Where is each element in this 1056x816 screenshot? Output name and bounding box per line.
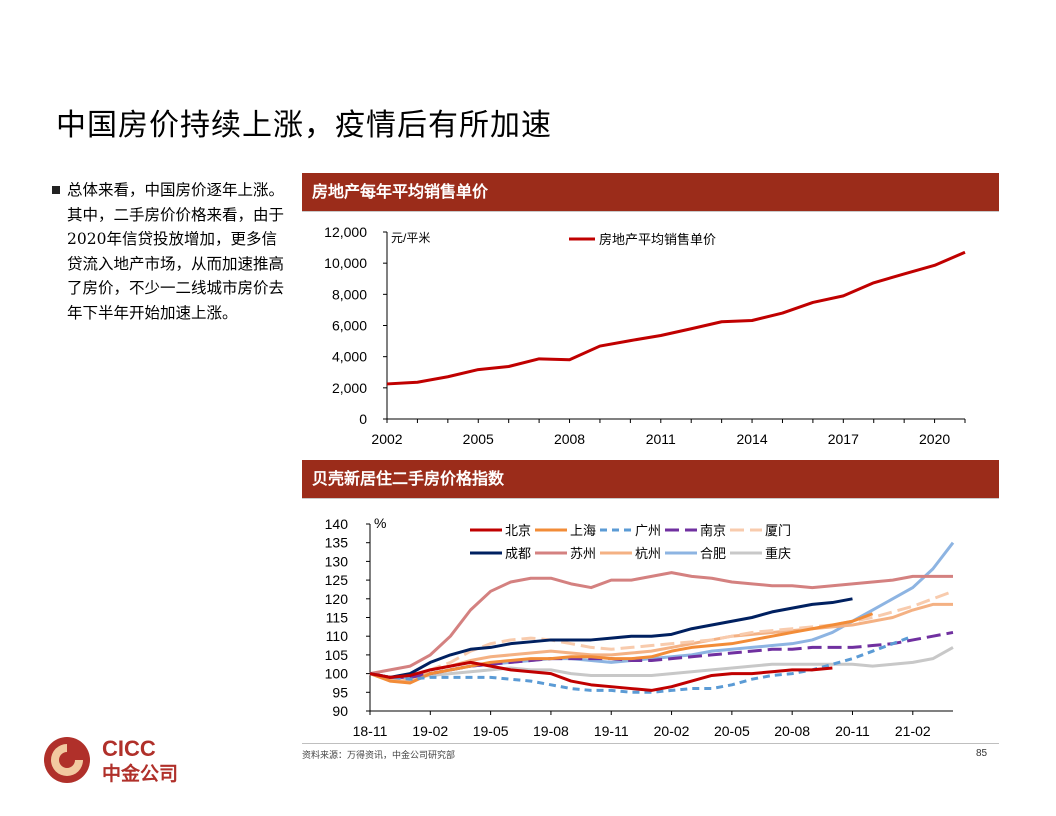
chart1-header: 房地产每年平均销售单价: [302, 173, 999, 211]
x-tick-label: 2017: [828, 431, 859, 447]
y-tick-label: 2,000: [332, 380, 367, 396]
y-tick-label: 4,000: [332, 349, 367, 365]
x-tick-label: 2008: [554, 431, 585, 447]
x-tick-label: 20-11: [835, 723, 870, 739]
y-tick-label: 90: [332, 703, 348, 719]
y-tick-label: 110: [326, 628, 349, 644]
x-tick-label: 2002: [371, 431, 402, 447]
x-tick-label: 2014: [736, 431, 767, 447]
series-line-广州: [369, 634, 914, 694]
y-tick-label: 125: [325, 572, 349, 588]
x-tick-label: 20-02: [654, 723, 690, 739]
y-tick-label: 12,000: [324, 224, 367, 240]
logo-text: CICC: [102, 736, 156, 761]
x-tick-label: 19-05: [473, 723, 509, 739]
x-tick-label: 19-02: [412, 723, 448, 739]
series-line-上海: [369, 612, 874, 685]
series-line-杭州: [369, 602, 953, 683]
legend-label: 广州: [635, 523, 661, 538]
x-tick-label: 21-02: [895, 723, 931, 739]
x-tick-label: 20-05: [714, 723, 750, 739]
index-chart: 90 95 100 105 110 115 120 125 130 135 140 18-11 19-0…: [325, 515, 955, 739]
x-tick-label: 18-11: [353, 723, 388, 739]
legend-label: 杭州: [635, 546, 661, 561]
y-tick-label: 100: [325, 666, 349, 682]
logo-circle-icon: [44, 737, 90, 783]
page-number: 85: [976, 748, 988, 759]
series-line-厦门: [369, 589, 954, 681]
series-line-南京: [369, 630, 954, 679]
bullet-list: 总体来看，中国房价逐年上涨。其中，二手房价价格来看，由于2020年信贷投放增加，…: [52, 178, 288, 325]
y-tick-label: 120: [325, 591, 349, 607]
series-line-成都: [369, 597, 853, 679]
footer-rule: [302, 743, 999, 744]
unit-label: 元/平米: [391, 231, 430, 245]
y-tick-label: 10,000: [324, 255, 367, 271]
legend-label: 成都: [505, 546, 531, 561]
legend-label: 上海: [570, 523, 596, 538]
y-tick-label: 130: [325, 553, 349, 569]
x-tick-label: 19-11: [594, 723, 629, 739]
legend-label: 房地产平均销售单价: [599, 232, 716, 247]
x-tick-label: 20-08: [774, 723, 810, 739]
bullet-square-icon: [52, 186, 60, 194]
x-tick-label: 2005: [463, 431, 494, 447]
cicc-logo: CICC 中金公司: [44, 736, 178, 785]
y-tick-label: 115: [326, 610, 349, 626]
series-line-重庆: [369, 646, 954, 679]
logo-swirl-icon: [51, 744, 83, 776]
y-tick-label: 135: [325, 535, 349, 551]
bullet-text: 总体来看，中国房价逐年上涨。其中，二手房价价格来看，由于2020年信贷投放增加，…: [67, 181, 285, 322]
source-note: 资料来源：万得资讯，中金公司研究部: [302, 751, 456, 761]
legend-label: 南京: [700, 523, 726, 538]
legend-label: 合肥: [700, 546, 726, 561]
legend-label: 北京: [505, 523, 531, 538]
chart1-header-rule: [302, 211, 999, 212]
y-tick-label: 105: [325, 647, 349, 663]
logo-subtext: 中金公司: [102, 762, 178, 785]
series-line-苏州: [369, 571, 953, 676]
y-tick-label: 0: [359, 411, 367, 427]
unit-label: %: [374, 515, 386, 531]
x-tick-label: 19-08: [533, 723, 569, 739]
legend-label: 厦门: [765, 523, 791, 538]
page-title: 中国房价持续上涨，疫情后有所加速: [56, 108, 552, 143]
y-tick-label: 140: [325, 516, 349, 532]
y-tick-label: 8,000: [332, 286, 367, 302]
legend-label: 重庆: [765, 546, 791, 561]
x-tick-label: 2011: [646, 431, 676, 447]
series-line-avg-price: [386, 250, 966, 386]
price-chart: 0 2,000 4,000 6,000 8,000 10,000 12,000 2002 200…: [324, 224, 966, 447]
y-tick-label: 95: [332, 684, 348, 700]
y-tick-label: 6,000: [332, 318, 367, 334]
series-line-北京: [369, 660, 833, 692]
x-tick-label: 2020: [919, 431, 950, 447]
chart2-header: 贝壳新居住二手房价格指数: [302, 460, 999, 498]
chart2-header-rule: [302, 498, 999, 499]
legend-label: 苏州: [570, 546, 596, 561]
